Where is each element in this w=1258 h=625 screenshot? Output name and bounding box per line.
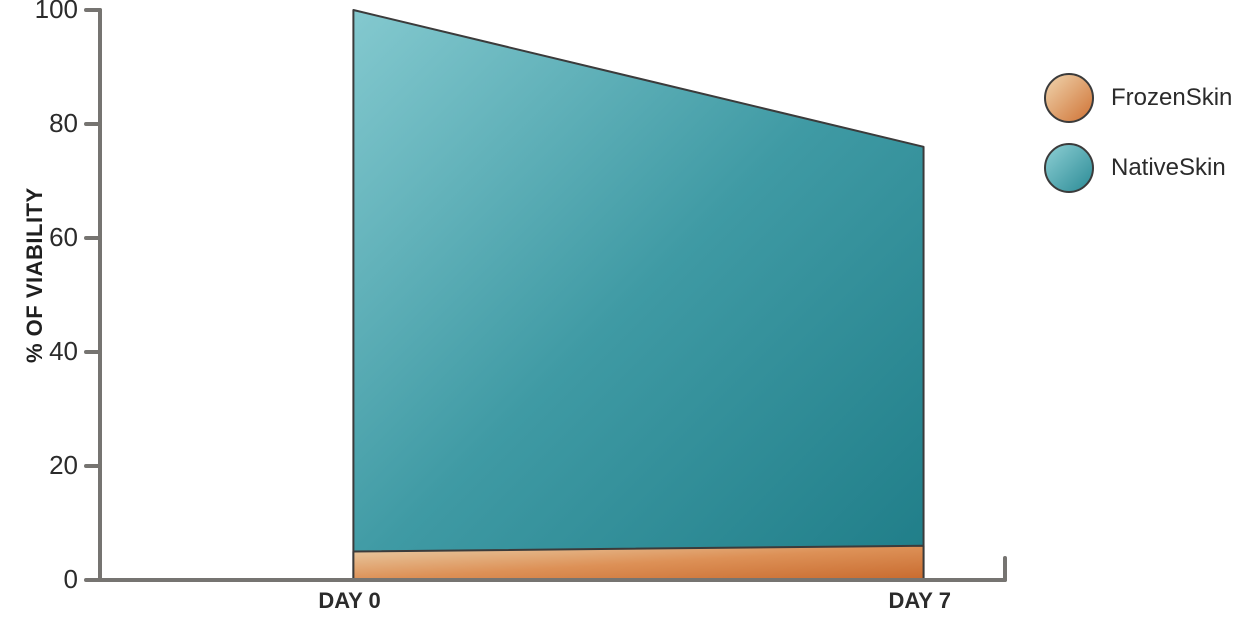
x-category-label: DAY 0 (318, 588, 380, 614)
y-tick-label: 0 (64, 564, 78, 595)
y-tick-label: 20 (49, 450, 78, 481)
area-frozenskin (353, 546, 923, 580)
x-category-label: DAY 7 (889, 588, 951, 614)
legend-label: NativeSkin (1111, 154, 1226, 182)
chart-svg (0, 0, 1258, 625)
area-nativeskin (353, 10, 923, 580)
y-tick-label: 100 (35, 0, 78, 25)
y-tick-label: 40 (49, 336, 78, 367)
legend-swatch-nativeskin (1045, 144, 1093, 192)
legend-label: FrozenSkin (1111, 84, 1232, 112)
viability-area-chart: % OF VIABILITY 0 20 40 60 80 100 DAY 0 DAY 7 Fro… (0, 0, 1258, 625)
y-tick-label: 60 (49, 222, 78, 253)
y-tick-label: 80 (49, 108, 78, 139)
y-axis-title: % OF VIABILITY (22, 188, 48, 364)
legend-swatch-frozenskin (1045, 74, 1093, 122)
